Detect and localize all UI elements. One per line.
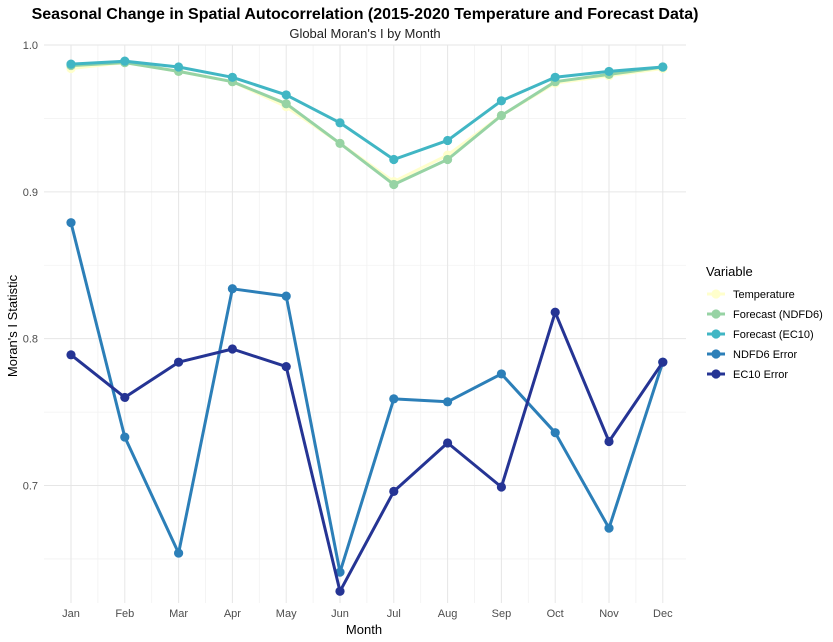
legend-key-point	[711, 309, 721, 319]
x-axis-title: Month	[346, 622, 382, 637]
x-tick-label: Oct	[547, 608, 564, 620]
data-point-ec10-error	[550, 307, 560, 317]
x-tick-label: Feb	[115, 608, 134, 620]
data-point-ndfd6-error	[335, 567, 345, 577]
y-tick-label: 0.9	[23, 187, 38, 199]
series-line-ec10-error	[70, 310, 665, 593]
series-line-forecast-ec10	[70, 59, 663, 161]
legend-key-point	[711, 349, 721, 359]
legend-label: Forecast (EC10)	[733, 329, 814, 341]
major-gridlines	[44, 44, 686, 603]
chart-title: Seasonal Change in Spatial Autocorrelati…	[32, 6, 699, 23]
series-ec10-error	[66, 307, 668, 596]
data-point-ndfd6-error	[281, 291, 291, 301]
x-tick-label: Jun	[331, 608, 349, 620]
data-point-ec10-error	[120, 392, 130, 403]
data-point-forecast-ndfd6	[443, 154, 453, 165]
data-point-ec10-error	[496, 482, 506, 492]
data-point-ec10-error	[66, 350, 76, 360]
data-point-ec10-error	[389, 486, 399, 496]
x-tick-label: Sep	[492, 608, 512, 620]
x-tick-label: Jul	[387, 608, 401, 620]
data-point-ndfd6-error	[496, 369, 506, 379]
y-tick-labels: 0.7 0.8 0.9 1.0	[23, 40, 38, 493]
data-point-forecast-ec10	[335, 118, 345, 128]
legend-key-point	[711, 289, 721, 299]
data-point-ndfd6-error	[174, 548, 184, 558]
data-point-forecast-ec10	[120, 56, 130, 66]
series-line-forecast-ndfd6	[70, 61, 664, 186]
legend: Variable Temperature Forecast (NDFD6) Fore…	[706, 264, 823, 381]
data-point-forecast-ndfd6	[335, 138, 345, 148]
data-point-ec10-error	[227, 344, 237, 354]
y-tick-label: 0.7	[23, 481, 38, 493]
chart-subtitle: Global Moran's I by Month	[289, 26, 440, 41]
series-line-ndfd6-error	[69, 222, 665, 574]
x-tick-label: Dec	[653, 608, 673, 620]
y-axis-title: Moran's I Statistic	[5, 274, 20, 377]
data-point-ndfd6-error	[389, 394, 399, 404]
x-tick-label: Nov	[599, 608, 619, 620]
legend-item-temperature: Temperature	[707, 289, 795, 301]
data-point-ndfd6-error	[550, 428, 560, 438]
legend-label: NDFD6 Error	[733, 349, 798, 361]
x-tick-label: Mar	[169, 608, 188, 620]
data-point-forecast-ec10	[66, 59, 76, 69]
data-point-ndfd6-error	[443, 397, 453, 407]
x-tick-label: Jan	[62, 608, 80, 620]
data-point-forecast-ec10	[227, 72, 237, 82]
legend-label: EC10 Error	[733, 369, 788, 381]
data-point-forecast-ec10	[604, 66, 614, 77]
legend-title: Variable	[706, 264, 753, 279]
x-tick-label: Apr	[224, 608, 241, 620]
data-point-forecast-ec10	[174, 62, 184, 72]
data-point-ndfd6-error	[66, 218, 76, 228]
data-point-forecast-ec10	[658, 62, 668, 72]
data-point-ndfd6-error	[604, 523, 614, 533]
legend-item-forecast-ec10: Forecast (EC10)	[707, 329, 814, 341]
legend-key-point	[711, 329, 721, 339]
data-point-ndfd6-error	[120, 432, 130, 442]
data-point-forecast-ndfd6	[496, 110, 506, 121]
data-point-ec10-error	[281, 361, 291, 372]
minor-gridlines	[44, 45, 686, 603]
data-point-ec10-error	[174, 357, 184, 367]
x-tick-label: May	[276, 608, 297, 620]
data-point-forecast-ec10	[443, 135, 453, 146]
series-layer	[66, 56, 668, 596]
legend-label: Forecast (NDFD6)	[733, 309, 823, 321]
data-point-ec10-error	[604, 436, 614, 447]
y-tick-label: 1.0	[23, 40, 38, 52]
series-ndfd6-error	[66, 218, 668, 577]
data-point-ec10-error	[658, 357, 668, 367]
data-point-forecast-ndfd6	[389, 179, 399, 190]
series-forecast-ec10	[66, 56, 668, 165]
x-tick-label: Aug	[438, 608, 458, 620]
data-point-forecast-ec10	[281, 90, 291, 100]
data-point-ec10-error	[335, 586, 345, 596]
legend-item-forecast-ndfd6: Forecast (NDFD6)	[707, 309, 823, 321]
data-point-forecast-ec10	[496, 96, 506, 106]
data-point-ec10-error	[443, 438, 453, 448]
data-point-forecast-ec10	[389, 154, 399, 165]
legend-item-ec10-error: EC10 Error	[707, 369, 788, 381]
legend-key-point	[711, 369, 721, 379]
data-point-forecast-ndfd6	[281, 99, 291, 109]
data-point-ndfd6-error	[227, 284, 237, 294]
data-point-forecast-ec10	[550, 72, 560, 82]
legend-label: Temperature	[733, 289, 795, 301]
legend-item-ndfd6-error: NDFD6 Error	[707, 349, 798, 361]
x-tick-labels: Jan Feb Mar Apr May Jun Jul Aug Sep Oct Nov Dec	[62, 608, 673, 620]
y-tick-label: 0.8	[23, 334, 38, 346]
